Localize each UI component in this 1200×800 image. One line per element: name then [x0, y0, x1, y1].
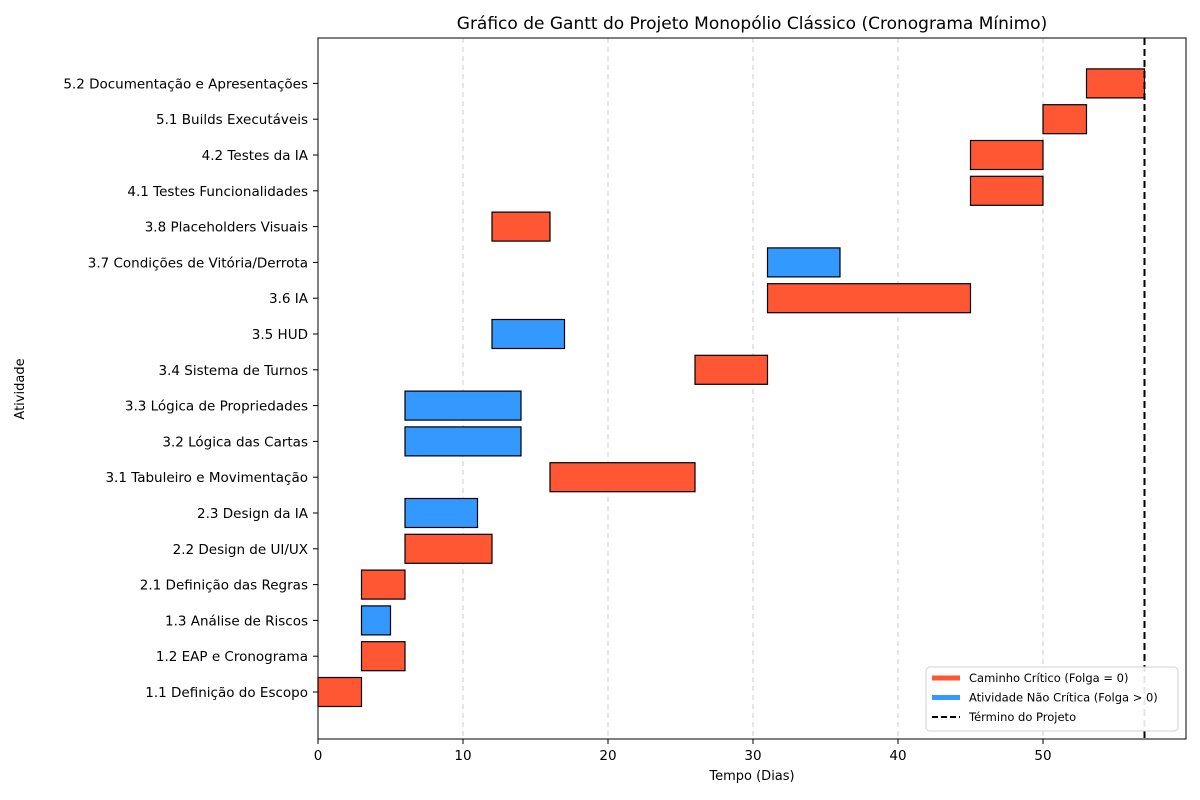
x-tick-label: 30: [744, 748, 761, 764]
x-tick-label: 0: [314, 748, 323, 764]
task-bar: [404, 426, 522, 457]
task-label: 1.1 Definição do Escopo: [145, 685, 308, 701]
task-bar: [404, 497, 479, 529]
task-bar: [766, 247, 841, 278]
task-label: 5.1 Builds Executáveis: [156, 112, 308, 128]
task-label: 3.8 Placeholders Visuais: [145, 220, 308, 236]
task-bar: [969, 175, 1044, 206]
task-bar: [317, 676, 363, 708]
task-bar: [549, 462, 696, 493]
task-label: 5.2 Documentação e Apresentações: [63, 76, 308, 92]
task-label: 3.4 Sistema de Turnos: [158, 363, 308, 379]
task-label: 2.2 Design de UI/UX: [173, 542, 308, 558]
task-bar: [491, 211, 551, 242]
task-label: 1.3 Análise de Riscos: [165, 613, 308, 629]
task-bar: [404, 390, 522, 421]
task-label: 3.3 Lógica de Propriedades: [125, 399, 308, 415]
task-bar: [766, 283, 972, 314]
x-tick-label: 50: [1034, 748, 1051, 764]
task-bar: [694, 354, 769, 385]
task-bar: [404, 533, 493, 564]
x-axis: 0 10 20 30 40 50: [314, 739, 1052, 764]
legend-label: Caminho Crítico (Folga = 0): [969, 671, 1128, 685]
legend: Caminho Crítico (Folga = 0) Atividade Não…: [925, 666, 1179, 732]
legend-box: [925, 666, 1179, 732]
task-bar: [969, 139, 1044, 171]
task-label: 2.3 Design da IA: [197, 506, 309, 522]
x-tick-label: 10: [454, 748, 471, 764]
task-label: 3.2 Lógica das Cartas: [162, 434, 308, 450]
task-label: 2.1 Definição das Regras: [140, 578, 308, 594]
plot-frame: [317, 37, 1187, 740]
x-tick-label: 40: [889, 748, 906, 764]
task-bar: [360, 641, 406, 672]
task-label: 4.2 Testes da IA: [202, 148, 309, 164]
legend-label: Atividade Não Crítica (Folga > 0): [969, 691, 1158, 705]
task-bar: [360, 605, 392, 636]
task-bar: [1042, 104, 1088, 135]
task-label: 3.5 HUD: [252, 327, 308, 343]
task-bar: [360, 569, 406, 600]
bars: [317, 68, 1146, 708]
y-axis-label: Atividade: [13, 358, 28, 419]
task-label: 3.6 IA: [269, 291, 309, 307]
x-axis-label: Tempo (Dias): [708, 769, 794, 784]
task-bar: [491, 318, 566, 350]
task-label: 3.7 Condições de Vitória/Derrota: [88, 255, 308, 271]
grid: [462, 38, 1044, 739]
task-label: 3.1 Tabuleiro e Movimentação: [105, 470, 308, 486]
task-label: 4.1 Testes Funcionalidades: [127, 184, 308, 200]
task-bar: [1085, 68, 1146, 99]
chart-title: Gráfico de Gantt do Projeto Monopólio Cl…: [457, 14, 1047, 34]
task-label: 1.2 EAP e Cronograma: [156, 649, 308, 665]
x-tick-label: 20: [599, 748, 616, 764]
legend-label: Término do Projeto: [968, 710, 1076, 724]
y-axis: 1.1 Definição do Escopo 1.2 EAP e Cronogr…: [63, 76, 318, 701]
